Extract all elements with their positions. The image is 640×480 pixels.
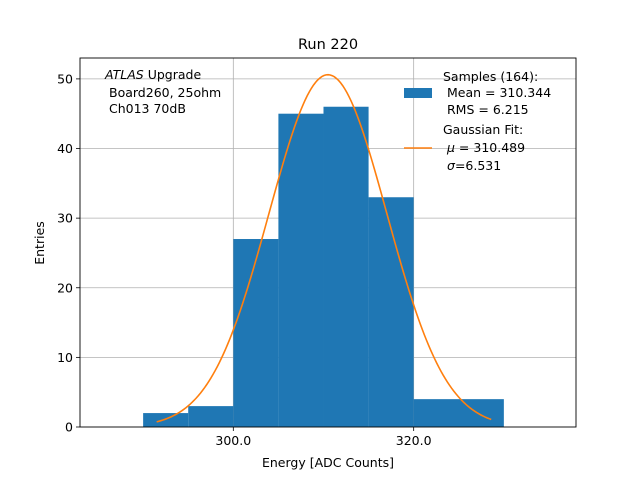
legend: Samples (164): Mean = 310.344 RMS = 6.21… <box>404 69 551 173</box>
legend-sigma-symbol: σ <box>447 158 456 173</box>
gaussian-fit-curve <box>156 73 492 423</box>
axis-ticks: 300.0 320.0 0 10 20 30 40 50 <box>57 71 432 448</box>
x-axis-label: Energy [ADC Counts] <box>262 455 394 470</box>
plot-frame <box>79 57 577 428</box>
histogram-bars <box>143 106 504 428</box>
legend-fit-sigma: σ=6.531 <box>447 158 501 173</box>
histogram-bar-4 <box>323 106 369 428</box>
legend-mu-symbol: μ <box>446 140 455 155</box>
histogram-bar-1 <box>188 406 234 427</box>
y-tick-label-5: 50 <box>57 71 73 86</box>
legend-samples-title: Samples (164): <box>443 69 538 84</box>
histogram-bar-6 <box>413 399 504 427</box>
histogram-bar-3 <box>278 113 324 427</box>
x-tick-label-0: 300.0 <box>215 433 251 448</box>
atlas-annotation: ATLAS Upgrade Board260, 25ohm Ch013 70dB <box>104 67 221 116</box>
annotation-upgrade: Upgrade <box>144 67 202 82</box>
annotation-line-2: Board260, 25ohm <box>109 85 221 100</box>
legend-mu-value: = 310.489 <box>455 140 525 155</box>
histogram-bar-2 <box>233 239 279 427</box>
histogram-bar-0 <box>143 413 189 427</box>
y-tick-label-2: 20 <box>57 280 73 295</box>
legend-fit-title: Gaussian Fit: <box>443 122 523 137</box>
legend-samples-mean: Mean = 310.344 <box>447 85 551 100</box>
legend-fit-mu: μ = 310.489 <box>446 140 525 155</box>
chart-title: Run 220 <box>298 37 358 53</box>
legend-samples-rms: RMS = 6.215 <box>447 102 529 117</box>
y-tick-label-4: 40 <box>57 141 73 156</box>
y-tick-label-1: 10 <box>57 350 73 365</box>
legend-samples-swatch <box>404 88 432 98</box>
annotation-line-1: ATLAS Upgrade <box>104 67 201 82</box>
annotation-line-3: Ch013 70dB <box>109 101 186 116</box>
y-tick-label-0: 0 <box>65 420 73 435</box>
x-tick-label-1: 320.0 <box>396 433 432 448</box>
y-tick-label-3: 30 <box>57 211 73 226</box>
y-axis-label: Entries <box>32 221 47 265</box>
annotation-atlas: ATLAS <box>104 67 144 82</box>
legend-sigma-value: =6.531 <box>455 158 501 173</box>
histogram-bar-5 <box>368 197 414 427</box>
